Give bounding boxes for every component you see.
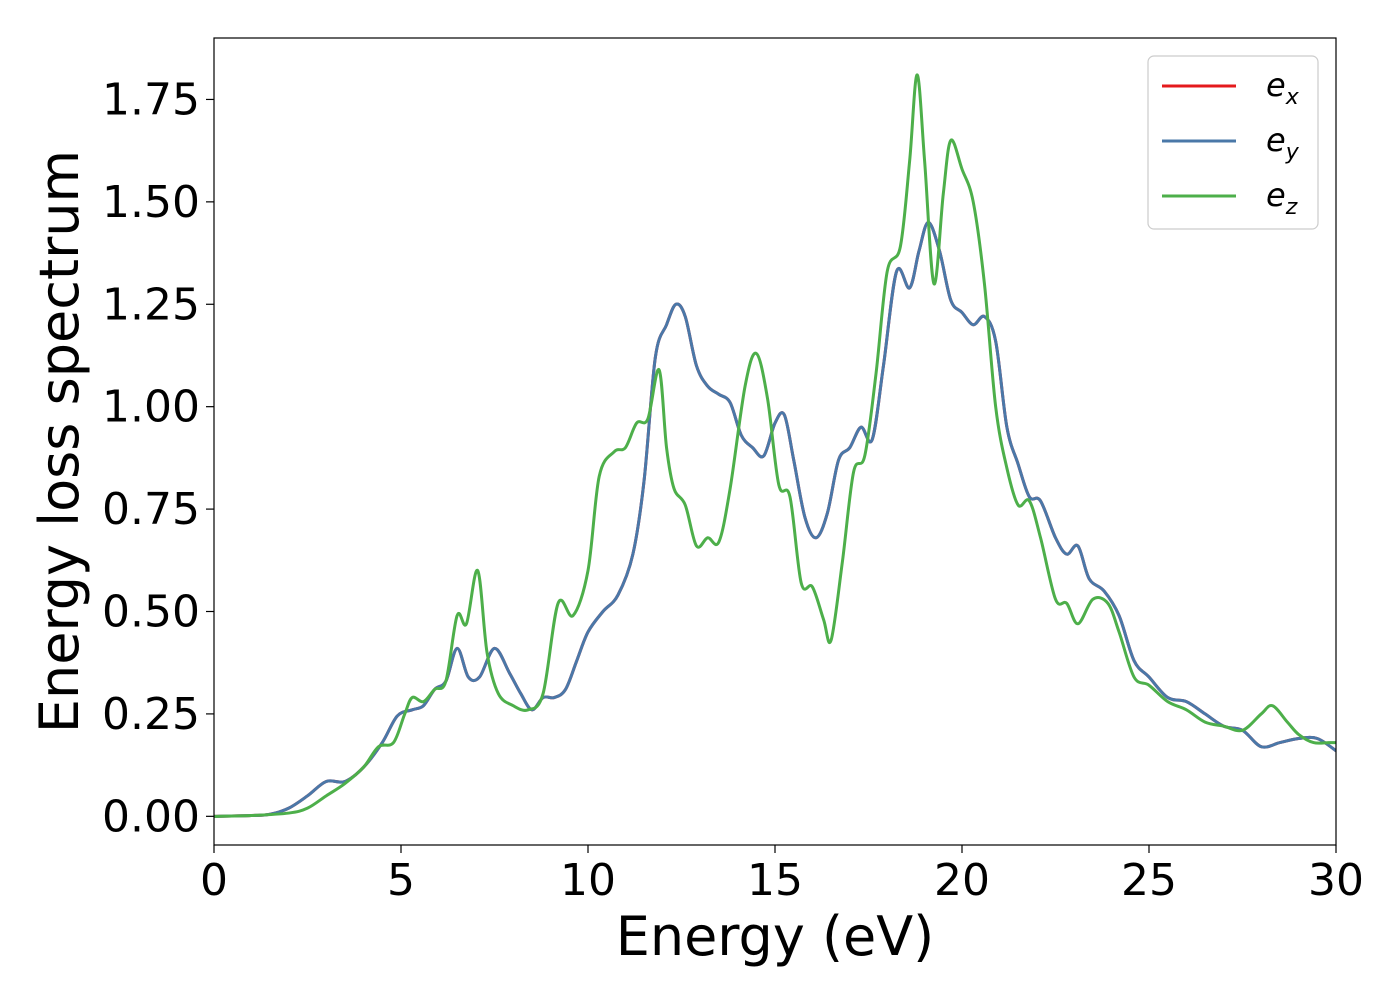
legend-label: ey (1266, 121, 1300, 165)
series-line-ez (214, 73, 1336, 818)
series-layer (214, 73, 1336, 818)
legend-item-ex: ex (1162, 66, 1300, 110)
y-tick-label: 0.00 (102, 791, 200, 842)
y-tick-label: 1.25 (102, 279, 200, 330)
x-axis-label: Energy (eV) (616, 905, 935, 968)
x-axis-ticks: 0 5 10 15 20 25 30 (200, 845, 1364, 906)
legend-item-ez: ez (1162, 176, 1298, 220)
y-tick-label: 0.50 (102, 587, 200, 638)
legend-label: ex (1266, 66, 1300, 110)
y-axis-ticks: 0.00 0.25 0.50 0.75 1.00 1.25 1.50 1.75 (102, 74, 214, 842)
legend-label-base: e (1266, 66, 1286, 104)
x-tick-label: 0 (200, 855, 228, 906)
x-tick-label: 15 (747, 855, 803, 906)
x-tick-label: 25 (1121, 855, 1177, 906)
legend-label-subscript: z (1285, 195, 1298, 220)
x-tick-label: 5 (387, 855, 415, 906)
legend-label-base: e (1266, 121, 1286, 159)
x-tick-label: 30 (1308, 855, 1364, 906)
legend-item-ey: ey (1162, 121, 1300, 165)
y-tick-label: 0.75 (102, 484, 200, 535)
y-axis-label: Energy loss spectrum (28, 150, 91, 733)
y-tick-label: 0.25 (102, 689, 200, 740)
legend-label-subscript: y (1285, 140, 1300, 165)
legend-label-base: e (1266, 176, 1286, 214)
y-tick-label: 1.75 (102, 74, 200, 125)
y-tick-label: 1.00 (102, 382, 200, 433)
legend-label-subscript: x (1285, 85, 1300, 110)
series-line-ey (214, 220, 1336, 818)
y-tick-label: 1.50 (102, 177, 200, 228)
legend-label: ez (1266, 176, 1298, 220)
x-tick-label: 10 (560, 855, 616, 906)
x-tick-label: 20 (934, 855, 990, 906)
